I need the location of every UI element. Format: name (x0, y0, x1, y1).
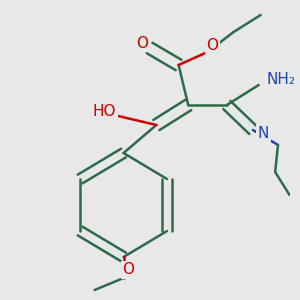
Text: N: N (258, 125, 269, 140)
Text: O: O (206, 38, 218, 52)
Text: O: O (122, 262, 134, 278)
Text: NH₂: NH₂ (266, 73, 296, 88)
Text: O: O (136, 35, 148, 50)
Text: HO: HO (92, 103, 116, 118)
